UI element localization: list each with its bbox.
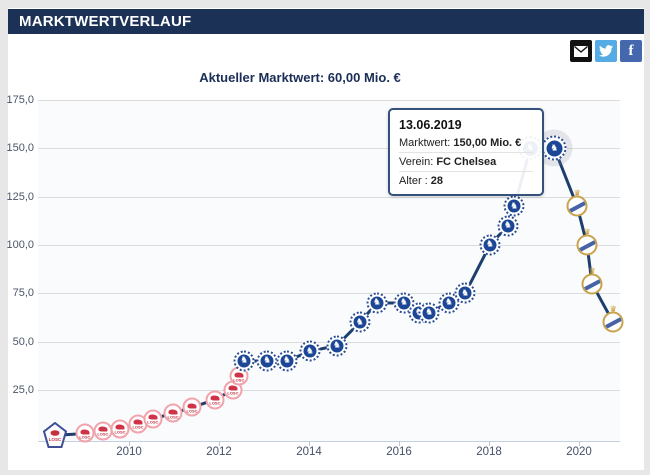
current-market-value: Aktueller Marktwert: 60,00 Mio. € (199, 70, 401, 85)
marker-real-madrid[interactable]: ♛ (576, 227, 598, 256)
y-tick-label: 175,0 (6, 93, 34, 106)
x-tick-mark (129, 441, 130, 446)
tooltip-alter: Alter : 28 (399, 171, 533, 190)
share-buttons: f (570, 40, 642, 62)
x-tick-label: 2014 (296, 446, 322, 458)
x-tick-label: 2010 (116, 446, 142, 458)
marker-losc-lille[interactable]: LOSC (182, 397, 202, 417)
marker-real-madrid[interactable]: ♛ (566, 189, 588, 217)
marker-losc-lille[interactable]: LOSC (143, 409, 163, 429)
marker-fc-chelsea[interactable]: ♞ (233, 350, 255, 372)
marker-fc-chelsea[interactable]: ♞ (418, 302, 440, 324)
marker-losc-lille[interactable]: LOSC (128, 414, 148, 434)
x-tick-mark (489, 441, 490, 446)
marker-fc-chelsea[interactable]: ♞ (349, 311, 371, 333)
x-tick-mark (219, 441, 220, 446)
y-tick-label: 150,0 (6, 142, 34, 155)
y-tick-label: 25,0 (12, 383, 34, 396)
marker-real-madrid[interactable]: ♛ (602, 305, 624, 333)
marker-losc-lille[interactable]: LOSC (205, 390, 225, 410)
marker-losc-lille[interactable]: LOSC (93, 421, 113, 441)
y-gridline (38, 148, 620, 150)
y-gridline (38, 389, 620, 391)
marker-fc-chelsea[interactable]: ♞ (438, 292, 460, 314)
marker-fc-chelsea[interactable]: ♞ (366, 292, 388, 314)
y-gridline (38, 99, 620, 101)
facebook-icon: f (628, 43, 634, 59)
marker-fc-chelsea[interactable]: ♞ (503, 195, 525, 217)
marker-fc-chelsea[interactable]: ♞ (276, 350, 298, 372)
marker-fc-chelsea[interactable]: ♞ (454, 282, 476, 304)
x-tick-mark (309, 441, 310, 446)
marker-fc-chelsea[interactable]: ♞ (326, 335, 348, 356)
y-tick-label: 75,0 (12, 287, 34, 300)
chart-tooltip: 13.06.2019 Marktwert: 150,00 Mio. € Vere… (388, 108, 544, 196)
twitter-share-button[interactable] (595, 40, 617, 62)
x-tick-mark (399, 441, 400, 446)
marker-fc-chelsea[interactable]: ♞ (497, 215, 519, 237)
y-tick-label: 100,0 (6, 238, 34, 251)
marker-real-madrid[interactable]: ♛ (581, 266, 603, 295)
marker-fc-chelsea[interactable]: ♞ (256, 350, 278, 372)
marker-losc-lille[interactable]: LOSC (110, 419, 130, 439)
marker-losc-lille[interactable]: LOSC (43, 422, 68, 449)
mail-icon (574, 45, 588, 57)
x-tick-label: 2018 (476, 446, 502, 458)
y-gridline (38, 293, 620, 295)
marker-fc-chelsea[interactable]: ♞ (479, 234, 501, 256)
widget-title: MARKTWERTVERLAUF (19, 13, 192, 30)
marker-fc-chelsea[interactable]: ♞ (299, 340, 321, 362)
y-tick-label: 125,0 (6, 190, 34, 203)
twitter-icon (599, 45, 613, 57)
widget-header: MARKTWERTVERLAUF (8, 9, 644, 34)
x-tick-label: 2016 (386, 446, 412, 458)
y-gridline (38, 196, 620, 198)
marker-losc-lille[interactable]: LOSC (75, 423, 95, 443)
marker-fc-chelsea[interactable]: ♞ (541, 135, 567, 161)
tooltip-date: 13.06.2019 (399, 118, 462, 132)
x-tick-mark (579, 441, 580, 446)
x-tick-label: 2012 (206, 446, 232, 458)
y-tick-label: 50,0 (12, 335, 34, 348)
facebook-share-button[interactable]: f (620, 40, 642, 62)
marker-losc-lille[interactable]: LOSC (163, 403, 183, 423)
tooltip-marktwert: Marktwert: 150,00 Mio. € (399, 137, 522, 149)
x-tick-label: 2020 (566, 446, 592, 458)
y-gridline (38, 244, 620, 246)
email-share-button[interactable] (570, 40, 592, 62)
x-axis-line (38, 441, 620, 442)
svg-text:LOSC: LOSC (49, 437, 62, 442)
tooltip-verein: Verein: FC Chelsea (399, 152, 533, 171)
